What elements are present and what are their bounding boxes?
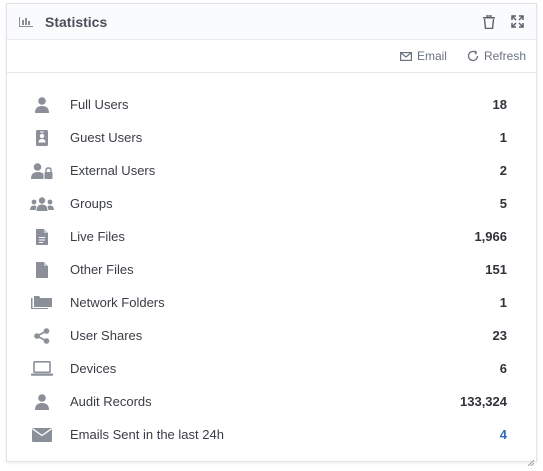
refresh-icon bbox=[467, 50, 479, 62]
email-button[interactable]: Email bbox=[399, 49, 447, 63]
stat-row-network-folders: Network Folders 1 bbox=[7, 286, 536, 319]
statistics-panel: Statistics Email Refresh Full Users 18 bbox=[6, 3, 537, 467]
users-group-icon bbox=[29, 194, 55, 214]
panel-toolbar: Email Refresh bbox=[7, 40, 536, 73]
panel-title: Statistics bbox=[45, 13, 108, 30]
user-icon bbox=[29, 392, 55, 412]
stat-value: 2 bbox=[499, 163, 507, 178]
stat-value: 23 bbox=[492, 328, 507, 343]
stat-row-other-files: Other Files 151 bbox=[7, 253, 536, 286]
stat-value: 18 bbox=[492, 97, 507, 112]
resize-handle[interactable] bbox=[527, 453, 535, 467]
stat-row-user-shares: User Shares 23 bbox=[7, 319, 536, 352]
stat-label: Guest Users bbox=[70, 130, 143, 145]
stat-row-guest-users: Guest Users 1 bbox=[7, 121, 536, 154]
bar-chart-icon bbox=[19, 15, 35, 29]
stat-label: Audit Records bbox=[70, 394, 152, 409]
stat-value: 151 bbox=[485, 262, 507, 277]
folders-icon bbox=[29, 293, 55, 313]
stat-value: 1 bbox=[499, 130, 507, 145]
stat-row-full-users: Full Users 18 bbox=[7, 88, 536, 121]
trash-icon bbox=[483, 14, 495, 29]
stat-label: Emails Sent in the last 24h bbox=[70, 427, 224, 442]
refresh-label: Refresh bbox=[483, 49, 526, 63]
stat-value: 5 bbox=[499, 196, 507, 211]
stat-label: Live Files bbox=[70, 229, 125, 244]
stat-label: Groups bbox=[70, 196, 113, 211]
user-icon bbox=[29, 95, 55, 115]
file-text-icon bbox=[29, 227, 55, 247]
id-badge-icon bbox=[29, 128, 55, 148]
stat-row-devices: Devices 6 bbox=[7, 352, 536, 385]
stat-value: 133,324 bbox=[460, 394, 507, 409]
stat-row-emails-sent: Emails Sent in the last 24h 4 bbox=[7, 418, 536, 451]
stat-label: External Users bbox=[70, 163, 156, 178]
stat-row-external-users: External Users 2 bbox=[7, 154, 536, 187]
stat-row-groups: Groups 5 bbox=[7, 187, 536, 220]
stat-label: User Shares bbox=[70, 328, 143, 343]
refresh-button[interactable]: Refresh bbox=[467, 49, 526, 63]
stat-label: Devices bbox=[70, 361, 117, 376]
panel-header: Statistics bbox=[7, 4, 536, 40]
expand-icon bbox=[510, 15, 524, 28]
stat-label: Other Files bbox=[70, 262, 134, 277]
stat-value: 6 bbox=[499, 361, 507, 376]
stats-list: Full Users 18 Guest Users 1 External Use… bbox=[7, 88, 536, 451]
email-label: Email bbox=[416, 49, 447, 63]
envelope-icon bbox=[29, 425, 55, 445]
laptop-icon bbox=[29, 359, 55, 379]
expand-button[interactable] bbox=[508, 13, 526, 31]
delete-button[interactable] bbox=[480, 13, 498, 31]
envelope-icon bbox=[399, 51, 412, 61]
stat-row-audit-records: Audit Records 133,324 bbox=[7, 385, 536, 418]
emails-sent-link[interactable]: 4 bbox=[499, 427, 507, 442]
stat-row-live-files: Live Files 1,966 bbox=[7, 220, 536, 253]
stat-value: 1 bbox=[499, 295, 507, 310]
stat-label: Full Users bbox=[70, 97, 129, 112]
user-lock-icon bbox=[29, 161, 55, 181]
stat-label: Network Folders bbox=[70, 295, 165, 310]
file-icon bbox=[29, 260, 55, 280]
stat-value: 1,966 bbox=[474, 229, 507, 244]
share-icon bbox=[29, 326, 55, 346]
